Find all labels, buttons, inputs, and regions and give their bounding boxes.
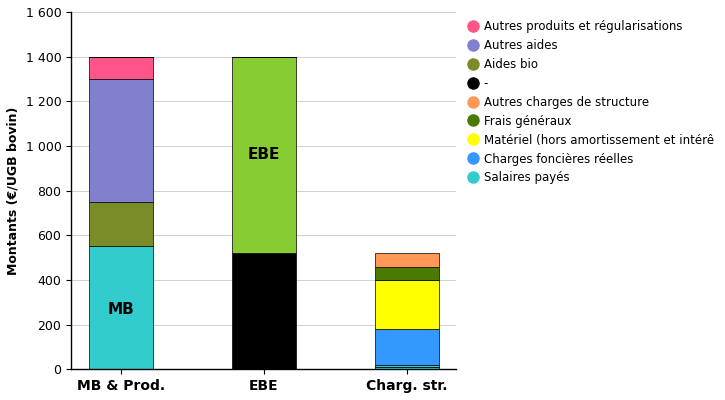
Text: MB: MB (107, 302, 134, 316)
Y-axis label: Montants (€/UGB bovin): Montants (€/UGB bovin) (7, 106, 20, 275)
Text: EBE: EBE (247, 148, 280, 162)
Bar (88, 57, 153, 79)
Legend: Autres produits et régularisations, Autres aides, Aides bio, -, Autres charges d: Autres produits et régularisations, Autr… (466, 18, 716, 187)
Bar (375, 280, 439, 329)
Bar (88, 202, 153, 246)
Bar (231, 57, 296, 253)
Bar (375, 367, 439, 369)
Bar (88, 79, 153, 202)
Bar (375, 329, 439, 365)
Bar (88, 246, 153, 369)
Bar (231, 253, 296, 369)
Bar (375, 365, 439, 367)
Bar (375, 266, 439, 280)
Bar (375, 253, 439, 266)
